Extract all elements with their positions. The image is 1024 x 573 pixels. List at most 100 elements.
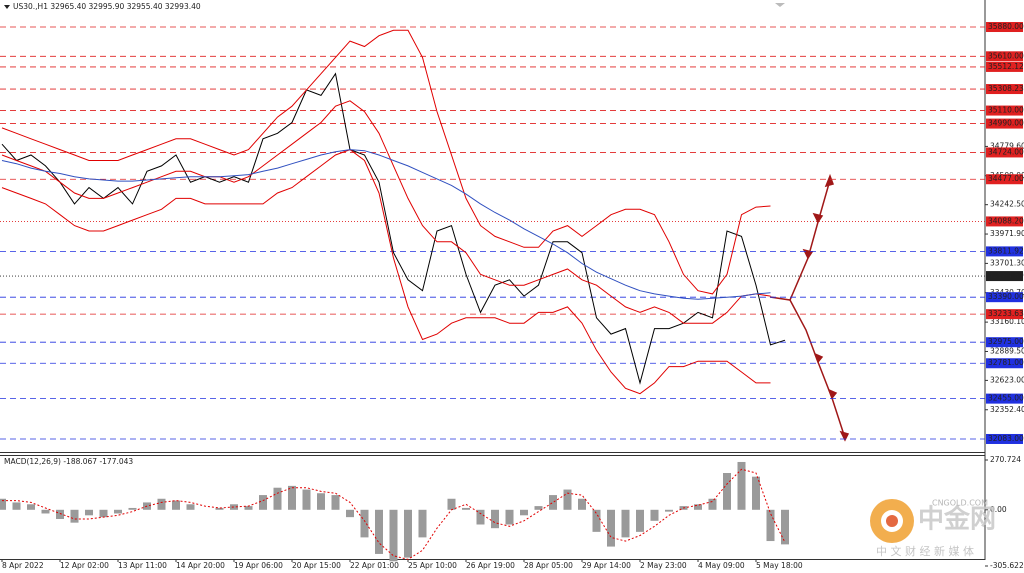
x-tick-label: 5 May 18:00 — [756, 561, 803, 570]
level-label-box — [986, 84, 1023, 95]
arrow-head — [813, 352, 824, 364]
level-label-box — [986, 393, 1023, 404]
level-label-box — [986, 246, 1023, 257]
macd-bar — [650, 509, 659, 521]
macd-bar — [56, 509, 64, 519]
series-line — [1, 72, 786, 385]
series-line — [2, 468, 786, 560]
level-label: 35880.00 — [988, 22, 1024, 31]
x-tick-label: 29 Apr 14:00 — [582, 561, 631, 570]
level-label: 35308.23 — [988, 84, 1024, 93]
symbol-menu-icon[interactable] — [4, 5, 10, 9]
series-line — [1, 100, 771, 324]
level-label: 35110.00 — [988, 106, 1024, 115]
arrow-head — [839, 430, 850, 442]
macd-title: MACD(12,26,9) -188.067 -177.043 — [4, 457, 133, 466]
macd-bar — [375, 509, 383, 554]
level-label: 33584.59 — [988, 271, 1024, 280]
macd-bar — [491, 509, 499, 529]
y-tick-label: 32623.00 — [990, 375, 1024, 384]
y-tick-label: 32889.50 — [990, 346, 1024, 355]
macd-bar — [230, 504, 238, 510]
level-label-box — [986, 22, 1023, 33]
y-tick-label: 32352.40 — [990, 405, 1024, 414]
level-label-box — [986, 216, 1023, 227]
level-label: 32083.00 — [988, 434, 1024, 443]
y-tick-label: 33971.90 — [990, 229, 1024, 238]
level-label-box — [986, 51, 1023, 62]
macd-bar — [607, 509, 615, 547]
macd-bar — [346, 509, 354, 518]
x-tick-label: 25 Apr 10:00 — [408, 561, 457, 570]
macd-bar — [404, 509, 412, 558]
level-label: 34724.00 — [988, 147, 1024, 156]
level-label: 34088.20 — [988, 216, 1024, 225]
macd-bar — [172, 500, 180, 510]
level-label: 34477.00 — [988, 174, 1024, 183]
arrow-head — [812, 212, 824, 224]
macd-bar — [317, 493, 325, 510]
macd-bar — [578, 498, 586, 510]
level-label: 33390.00 — [988, 292, 1024, 301]
series-line — [1, 149, 771, 395]
macd-bar — [418, 509, 427, 538]
y-tick-label: -305.622 — [990, 561, 1024, 570]
macd-bar — [766, 509, 775, 542]
macd-bar — [621, 509, 630, 538]
macd-bar — [288, 485, 296, 510]
macd-bar — [27, 504, 35, 510]
macd-bar — [592, 509, 601, 532]
macd-bar — [70, 509, 79, 523]
shift-marker — [775, 3, 785, 7]
macd-bar — [259, 495, 267, 510]
macd-bar — [0, 498, 6, 510]
level-label-box — [986, 118, 1023, 129]
arrow-head — [824, 173, 834, 188]
arrow-head — [827, 388, 838, 400]
macd-bar — [665, 509, 673, 512]
macd-bar — [752, 476, 760, 510]
x-tick-label: 22 Apr 01:00 — [350, 561, 399, 570]
level-label-box — [986, 337, 1023, 348]
level-label: 34990.00 — [988, 119, 1024, 128]
x-tick-label: 19 Apr 06:00 — [234, 561, 283, 570]
macd-bar — [99, 509, 108, 518]
projection — [769, 173, 850, 442]
level-label: 32455.00 — [988, 394, 1024, 403]
x-tick-label: 4 May 09:00 — [698, 561, 745, 570]
x-tick-label: 12 Apr 02:00 — [60, 561, 109, 570]
series-line — [1, 29, 771, 295]
level-label: 33811.92 — [988, 246, 1024, 255]
level-label: 35610.00 — [988, 51, 1024, 60]
macd-bar — [549, 495, 557, 510]
macd-bar — [41, 509, 50, 514]
level-label-box — [986, 433, 1023, 444]
level-label-box — [986, 61, 1023, 72]
macd-bar — [636, 509, 644, 532]
macd-bar — [476, 509, 485, 525]
level-label: 32781.00 — [988, 358, 1024, 367]
macd-bar — [302, 489, 311, 510]
macd-bar — [694, 504, 702, 510]
x-tick-label: 28 Apr 05:00 — [524, 561, 573, 570]
watermark-slogan: 中 文 财 经 新 媒 体 — [876, 544, 974, 558]
level-label-box — [986, 309, 1023, 320]
x-tick-label: 8 Apr 2022 — [2, 561, 44, 570]
x-tick-label: 2 May 23:00 — [640, 561, 687, 570]
macd-bar — [462, 507, 470, 510]
macd-bar — [12, 502, 21, 510]
level-label-box — [986, 292, 1023, 303]
macd-bar — [157, 498, 166, 510]
y-tick-label: 33160.10 — [990, 317, 1024, 326]
macd-bar — [563, 489, 572, 510]
macd-bar — [737, 461, 746, 510]
macd-bar — [360, 509, 369, 538]
arrow-head — [802, 248, 814, 260]
macd-bar — [128, 507, 137, 510]
macd-bar — [520, 509, 528, 516]
watermark-brand: 中金网 — [918, 504, 996, 535]
macd-bar — [389, 509, 398, 562]
logo-core — [886, 515, 898, 527]
chart-title: US30.,H1 32965.40 32995.90 32955.40 3299… — [13, 2, 201, 11]
